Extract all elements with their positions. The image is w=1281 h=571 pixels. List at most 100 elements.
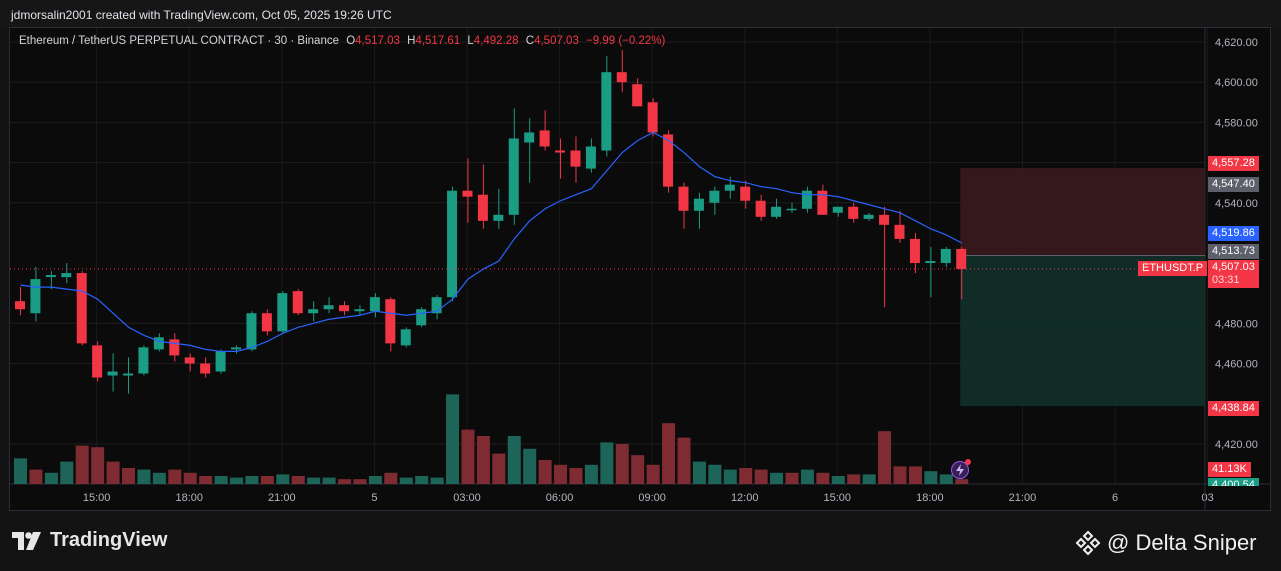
candle-body xyxy=(385,299,396,344)
candle-body xyxy=(431,297,442,314)
candle-body xyxy=(678,186,689,211)
candle-body xyxy=(601,72,612,151)
candle-body xyxy=(200,363,211,374)
candle-body xyxy=(123,373,134,376)
candle-body xyxy=(261,313,272,332)
volume-bar xyxy=(955,479,969,484)
candle-body xyxy=(570,150,581,167)
candle-body xyxy=(76,273,87,344)
legend-change: −9.99 (−0.22%) xyxy=(586,35,666,47)
volume-bar xyxy=(800,469,814,484)
candle-body xyxy=(416,309,427,326)
volume-bar xyxy=(245,476,259,484)
candle-body xyxy=(848,206,859,219)
footer xyxy=(0,511,1281,571)
volume-bar xyxy=(754,469,768,484)
volume-bar xyxy=(723,469,737,484)
tradingview-logo-icon xyxy=(12,531,41,550)
volume-bar xyxy=(692,461,706,484)
x-tick-label: 6 xyxy=(1112,492,1118,504)
volume-bar xyxy=(831,476,845,484)
volume-bar xyxy=(183,472,197,484)
volume-bar xyxy=(739,468,753,484)
volume-bar xyxy=(75,445,89,484)
y-tick-label: 4,600.00 xyxy=(1215,77,1258,89)
volume-bar xyxy=(924,471,938,484)
volume-bar xyxy=(847,474,861,484)
candle-body xyxy=(462,190,473,197)
volume-bar xyxy=(615,444,629,484)
candle-body xyxy=(138,347,149,374)
volume-bar xyxy=(214,476,228,484)
volume-bar xyxy=(307,477,321,484)
x-tick-label: 18:00 xyxy=(916,492,944,504)
volume-bar xyxy=(523,448,537,484)
legend-open-label: O xyxy=(346,35,356,47)
candle-body xyxy=(786,208,797,211)
candle-body xyxy=(400,329,411,346)
candle-body xyxy=(354,309,365,312)
candle-body xyxy=(832,206,843,213)
volume-bar xyxy=(152,472,166,484)
lightning-icon[interactable] xyxy=(951,459,971,479)
candle-body xyxy=(909,238,920,264)
candle-body xyxy=(215,351,226,372)
candle-body xyxy=(539,130,550,147)
volume-bar xyxy=(492,453,506,484)
volume-bar xyxy=(785,472,799,484)
legend-low-label: L xyxy=(467,35,474,47)
candle-body xyxy=(30,279,41,314)
legend-high-value: 4,517.61 xyxy=(415,35,461,47)
symbol-tag: ETHUSDT.P xyxy=(1138,261,1208,276)
price-chart[interactable]: 4,620.004,600.004,580.004,560.004,540.00… xyxy=(10,28,1271,511)
volume-bar xyxy=(770,472,784,484)
brand-name: TradingView xyxy=(50,529,168,551)
volume-bar xyxy=(44,472,58,484)
candle-body xyxy=(724,184,735,191)
x-tick-label: 03 xyxy=(1201,492,1213,504)
candle-body xyxy=(817,190,828,215)
volume-bar xyxy=(338,479,352,484)
candle-body xyxy=(369,297,380,312)
candle-body xyxy=(647,102,658,133)
volume-bar xyxy=(646,464,660,484)
volume-bar xyxy=(399,477,413,484)
candle-body xyxy=(740,186,751,201)
volume-tag: 41.13K xyxy=(1208,462,1251,477)
volume-bar xyxy=(415,476,429,484)
candle-body xyxy=(709,190,720,203)
y-tick-label: 4,580.00 xyxy=(1215,117,1258,129)
tradingview-brand[interactable]: TradingView xyxy=(12,529,167,552)
volume-bar xyxy=(893,466,907,484)
watermark-text: @ Delta Sniper xyxy=(1107,530,1257,555)
candle-body xyxy=(940,248,951,264)
candle-body xyxy=(493,214,504,221)
x-tick-label: 5 xyxy=(371,492,377,504)
volume-bar xyxy=(631,455,645,484)
x-tick-label: 09:00 xyxy=(638,492,666,504)
volume-bar xyxy=(430,477,444,484)
x-tick-label: 12:00 xyxy=(731,492,759,504)
target-zone xyxy=(960,168,1205,256)
volume-bar xyxy=(322,477,336,484)
gray-high-price-tag: 4,547.40 xyxy=(1208,177,1259,192)
candle-body xyxy=(925,261,936,264)
candle-body xyxy=(184,357,195,364)
ma-price-tag: 4,519.86 xyxy=(1208,226,1259,241)
candle-body xyxy=(231,347,242,350)
volume-bar xyxy=(461,429,475,484)
chart-frame[interactable]: 4,620.004,600.004,580.004,560.004,540.00… xyxy=(9,27,1271,511)
volume-bar xyxy=(662,423,676,484)
volume-bar xyxy=(91,447,105,484)
candle-body xyxy=(292,291,303,314)
credit-text: jdmorsalin2001 created with TradingView.… xyxy=(11,8,392,22)
target-price-tag: 4,557.28 xyxy=(1208,156,1259,171)
candle-body xyxy=(693,198,704,211)
legend-close-value: 4,507.03 xyxy=(534,35,579,47)
candle-body xyxy=(894,224,905,239)
volume-bar xyxy=(446,394,460,484)
candle-body xyxy=(308,309,319,314)
candle-body xyxy=(632,84,643,107)
candle-body xyxy=(277,293,288,332)
diamond-logo-icon xyxy=(1075,530,1101,556)
